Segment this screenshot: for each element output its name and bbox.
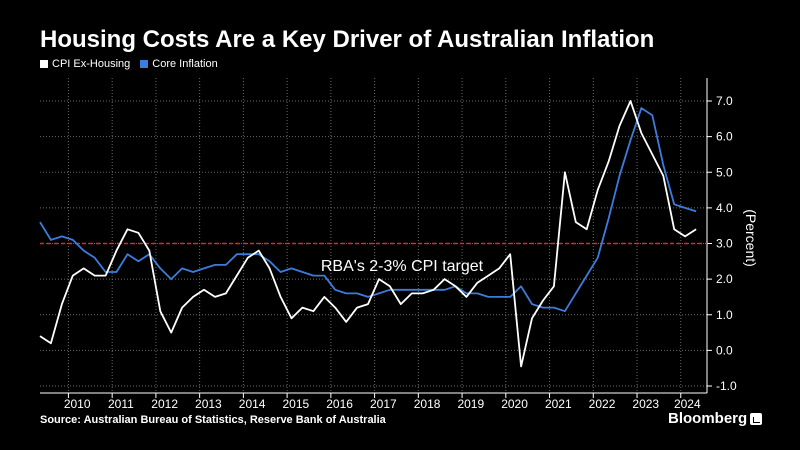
x-tick-label: 2011 xyxy=(108,397,134,411)
y-tick-label: 1.0 xyxy=(716,308,733,322)
x-tick-label: 2019 xyxy=(457,397,484,411)
x-tick-label: 2012 xyxy=(151,397,178,411)
x-tick-label: 2023 xyxy=(632,397,659,411)
x-tick-label: 2022 xyxy=(589,397,616,411)
x-tick-label: 2015 xyxy=(283,397,310,411)
legend-item-core-inflation: Core Inflation xyxy=(140,58,218,70)
y-tick-label: 4.0 xyxy=(716,201,733,215)
legend-label-core-inflation: Core Inflation xyxy=(152,58,218,70)
chart-title: Housing Costs Are a Key Driver of Austra… xyxy=(40,26,655,53)
x-tick-label: 2017 xyxy=(370,397,397,411)
brand-name: Bloomberg xyxy=(668,410,748,427)
y-axis-label: (Percent) xyxy=(743,209,759,267)
bloomberg-terminal-icon xyxy=(750,412,763,425)
y-tick-label: 6.0 xyxy=(716,130,733,144)
legend-label-cpi-ex-housing: CPI Ex-Housing xyxy=(52,58,131,70)
y-tick-label: 2.0 xyxy=(716,272,733,286)
x-tick-label: 2020 xyxy=(501,397,528,411)
legend-swatch-white xyxy=(40,60,48,68)
cpi-ex-housing-line xyxy=(39,100,697,368)
y-tick-label: 5.0 xyxy=(716,165,733,179)
x-tick-label: 2018 xyxy=(414,397,441,411)
x-tick-label: 2021 xyxy=(545,397,572,411)
rba-target-annotation: RBA's 2-3% CPI target xyxy=(321,258,484,275)
bloomberg-logo: Bloomberg xyxy=(668,410,763,427)
legend-item-cpi-ex-housing: CPI Ex-Housing xyxy=(40,58,130,70)
source-note: Source: Australian Bureau of Statistics,… xyxy=(40,414,386,426)
core-inflation-line xyxy=(39,107,697,313)
x-tick-label: 2014 xyxy=(239,397,266,411)
legend: CPI Ex-Housing Core Inflation xyxy=(40,58,218,70)
x-tick-label: 2016 xyxy=(326,397,353,411)
y-tick-label: -1.0 xyxy=(716,379,737,393)
y-tick-label: 7.0 xyxy=(716,94,733,108)
x-tick-label: 2010 xyxy=(64,397,91,411)
y-tick-label: 0.0 xyxy=(716,343,733,357)
x-tick-label: 2013 xyxy=(195,397,222,411)
y-tick-label: 3.0 xyxy=(716,237,733,251)
legend-swatch-blue xyxy=(140,60,149,68)
x-tick-label: 2024 xyxy=(674,397,701,411)
